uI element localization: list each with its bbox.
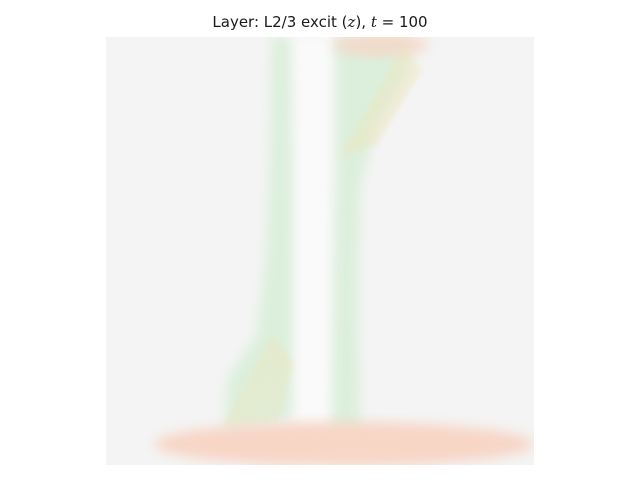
heatmap-streak-lower	[272, 360, 294, 422]
title-time-value: 100	[398, 13, 428, 31]
heatmap-streak-lower	[240, 344, 282, 426]
heatmap-streak-lower	[264, 356, 291, 423]
title-mid: ),	[355, 13, 371, 31]
heatmap-bottom-band	[154, 422, 534, 465]
heatmap-gap-region	[292, 37, 334, 465]
heatmap-panel	[106, 37, 534, 465]
chart-title: Layer: L2/3 excit (z), t = 100	[0, 13, 640, 31]
heatmap-streak-upper	[348, 50, 411, 154]
heatmap-streak-upper	[372, 66, 423, 146]
heatmap-streak-upper	[354, 54, 414, 152]
heatmap-svg	[106, 37, 534, 465]
heatmap-streak-upper	[342, 46, 408, 156]
heatmap-streak-lower	[256, 352, 288, 424]
title-var-z: z	[347, 13, 356, 31]
heatmap-right-column	[332, 37, 411, 432]
title-equals: =	[376, 13, 399, 31]
heatmap-top-band	[333, 37, 429, 57]
heatmap-streak-upper	[360, 58, 417, 150]
heatmap-streak-lower	[232, 340, 279, 427]
heatmap-left-column	[224, 37, 292, 429]
title-time-var: t	[370, 13, 377, 31]
heatmap-streak-lower	[248, 348, 285, 425]
title-layer-label: Layer: L2/3 excit (	[212, 13, 348, 31]
heatmap-streak-upper	[366, 62, 420, 148]
heatmap-streak-lower	[224, 336, 276, 428]
